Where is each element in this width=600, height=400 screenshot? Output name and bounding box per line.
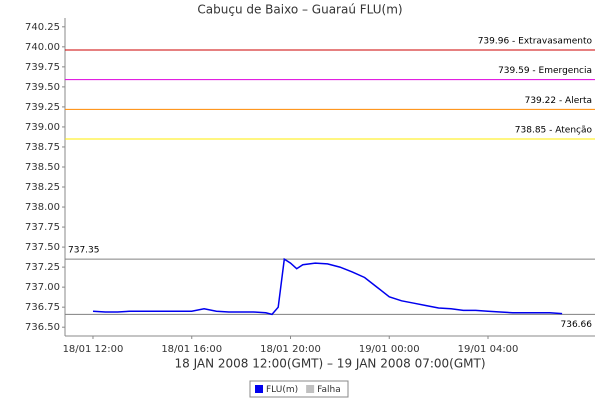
y-tick-label: 736.50 xyxy=(25,322,60,333)
legend: FLU(m) Falha xyxy=(249,380,349,398)
y-tick-label: 738.00 xyxy=(25,202,60,213)
marker-label: 736.66 xyxy=(561,320,593,330)
y-tick-label: 737.25 xyxy=(25,262,60,273)
y-tick-label: 739.75 xyxy=(25,62,60,73)
marker-label: 738.85 - Atenção xyxy=(515,125,593,135)
y-tick-label: 738.75 xyxy=(25,142,60,153)
y-tick-label: 737.50 xyxy=(25,242,60,253)
x-tick-label: 19/01 04:00 xyxy=(458,344,519,355)
legend-label: FLU(m) xyxy=(266,385,298,395)
y-tick-label: 740.25 xyxy=(25,22,60,33)
x-tick-label: 18/01 12:00 xyxy=(63,344,124,355)
y-tick-label: 739.50 xyxy=(25,82,60,93)
y-tick-label: 738.25 xyxy=(25,182,60,193)
x-axis-label: 18 JAN 2008 12:00(GMT) – 19 JAN 2008 07:… xyxy=(174,357,485,371)
y-tick-label: 739.00 xyxy=(25,122,60,133)
y-tick-label: 738.50 xyxy=(25,162,60,173)
y-tick-label: 737.00 xyxy=(25,282,60,293)
y-tick-label: 737.75 xyxy=(25,222,60,233)
legend-label: Falha xyxy=(317,385,341,395)
data-line xyxy=(92,257,563,316)
marker-label: 739.96 - Extravasamento xyxy=(478,37,593,47)
marker-label: 737.35 xyxy=(68,246,100,256)
legend-swatch xyxy=(255,385,263,393)
x-tick-label: 18/01 20:00 xyxy=(260,344,321,355)
marker-label: 739.59 - Emergencia xyxy=(498,66,592,76)
x-tick-label: 18/01 16:00 xyxy=(161,344,222,355)
y-tick-label: 739.25 xyxy=(25,102,60,113)
x-tick-label: 19/01 00:00 xyxy=(359,344,420,355)
y-tick-label: 736.75 xyxy=(25,302,60,313)
marker-label: 739.22 - Alerta xyxy=(525,96,592,106)
legend-swatch xyxy=(306,385,315,393)
chart-title: Cabuçu de Baixo – Guaraú FLU(m) xyxy=(197,3,402,17)
legend-box xyxy=(249,380,349,398)
y-tick-label: 740.00 xyxy=(25,42,60,53)
